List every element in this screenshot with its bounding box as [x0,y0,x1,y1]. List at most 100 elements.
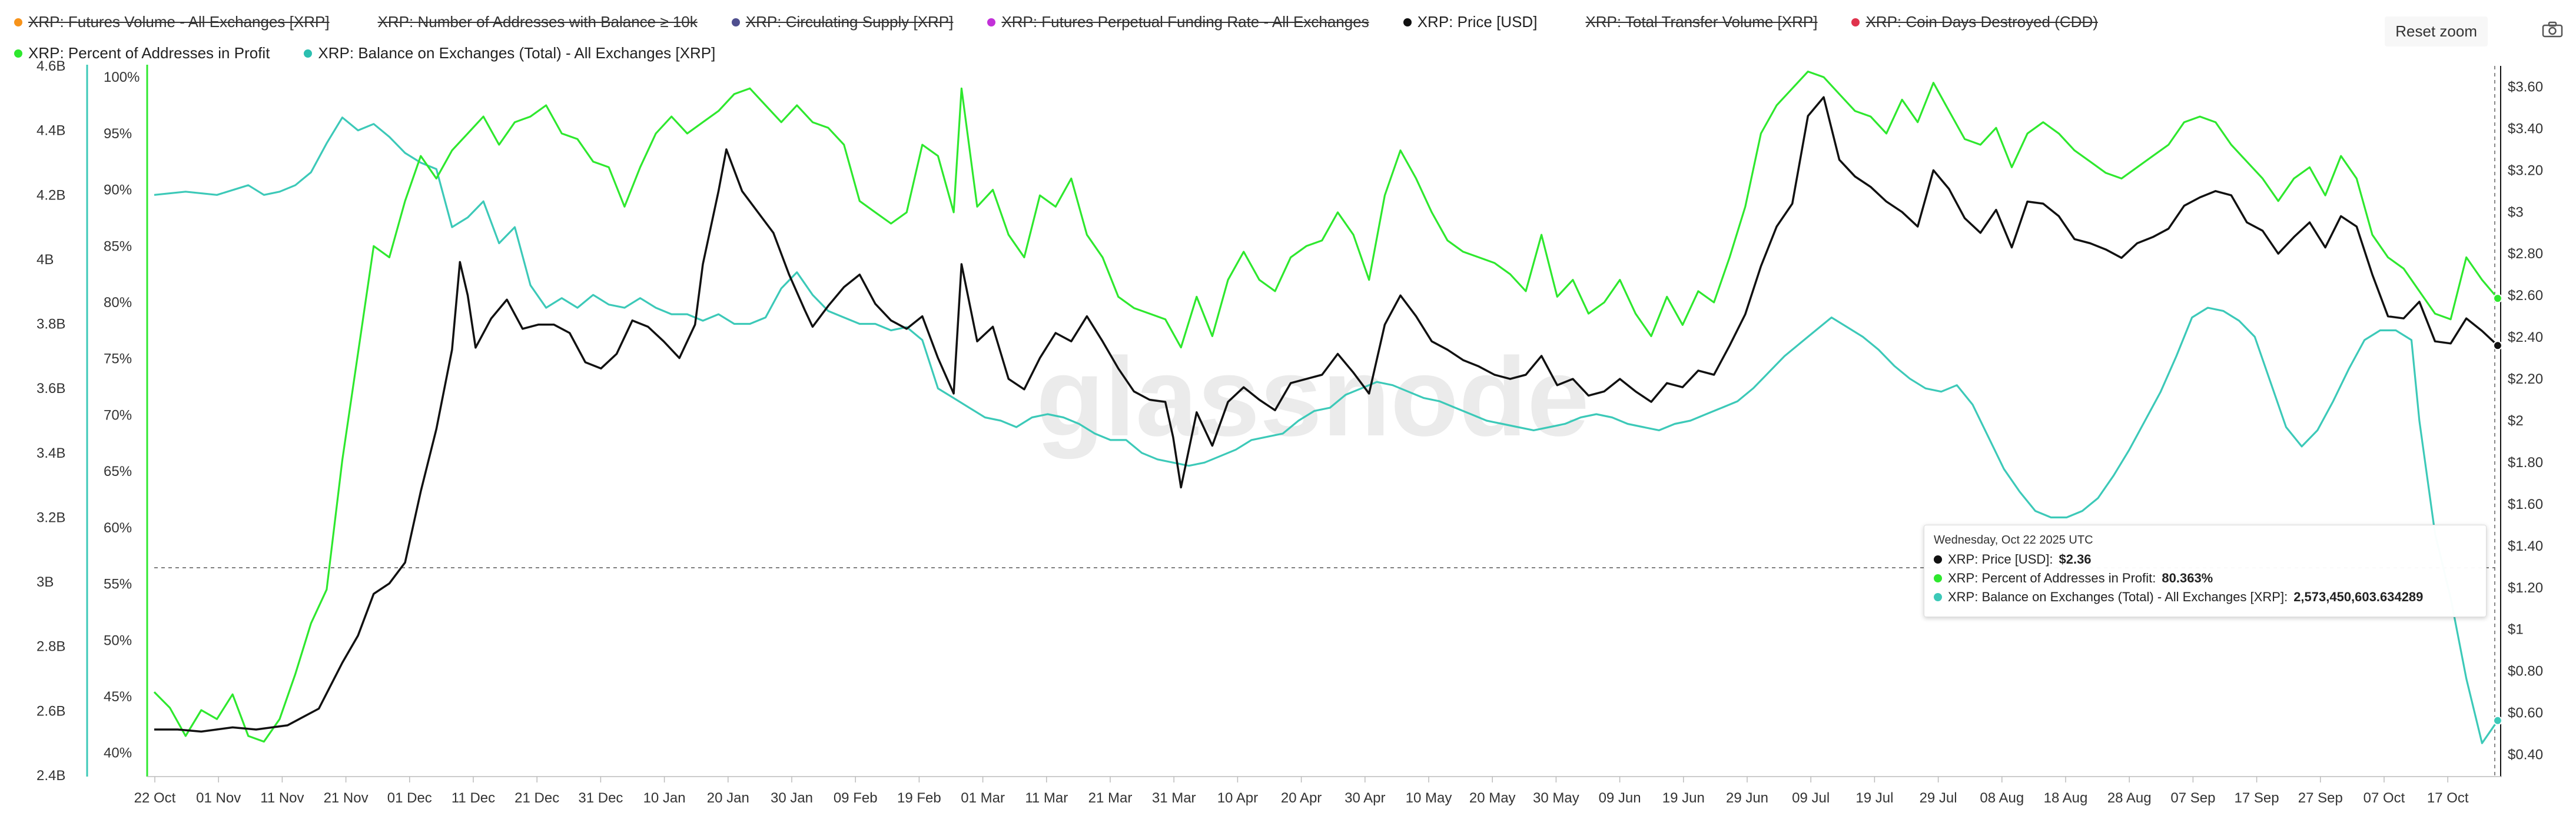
x-tick-label: 30 Apr [1345,790,1385,806]
series-marker-price [2493,341,2502,351]
x-tick-label: 09 Feb [834,790,878,806]
series-line-profit [153,70,2499,743]
price-tick-label: $3.40 [2508,121,2543,136]
x-tick-label: 19 Jun [1662,790,1705,806]
price-tick-label: $2 [2508,413,2524,429]
tooltip-row: XRP: Price [USD]: $2.36 [1934,552,2477,567]
legend-item[interactable]: XRP: Circulating Supply [XRP] [731,13,953,31]
watermark-logo: glassnode [1036,335,1589,459]
price-tick-label: $0.60 [2508,705,2543,721]
price-tick-label: $1.80 [2508,455,2543,471]
tooltip-row: XRP: Balance on Exchanges (Total) - All … [1934,589,2477,605]
tooltip-label: XRP: Price [USD]: [1948,552,2053,567]
x-tick-label: 18 Aug [2044,790,2088,806]
x-tick-label: 17 Sep [2235,790,2279,806]
balance-tick-label: 3.4B [36,445,65,461]
series-line-price [154,96,2499,733]
legend-label: XRP: Number of Addresses with Balance ≥ … [377,13,698,31]
series-line-balance [154,116,2499,744]
balance-tick-label: 4.2B [36,187,65,203]
profit-tick-label: 100% [104,69,140,85]
legend-item[interactable]: XRP: Total Transfer Volume [XRP] [1571,13,1817,31]
tooltip-marker [1934,593,1942,601]
tooltip-value: $2.36 [2059,552,2092,567]
x-tick-label: 20 May [1469,790,1516,806]
x-tick-label: 01 Mar [961,790,1005,806]
x-tick-label: 29 Jun [1726,790,1768,806]
x-tick-label: 27 Sep [2298,790,2343,806]
x-tick-label: 01 Nov [196,790,241,806]
legend-marker [304,49,313,58]
balance-tick-label: 3B [36,574,54,590]
legend-marker [731,18,740,26]
legend-marker [1403,18,1412,26]
x-tick-label: 21 Mar [1088,790,1133,806]
watermark-text: glassnode [1036,335,1589,459]
tooltip-label: XRP: Balance on Exchanges (Total) - All … [1948,589,2288,604]
legend-label: XRP: Balance on Exchanges (Total) - All … [318,44,716,62]
series-marker-balance [2493,715,2502,725]
price-tick-label: $1 [2508,622,2524,638]
legend-marker [1851,18,1860,26]
legend-label: XRP: Percent of Addresses in Profit [28,44,270,62]
legend-marker [363,18,372,26]
legend-item[interactable]: XRP: Percent of Addresses in Profit [14,44,270,62]
legend-item[interactable]: XRP: Futures Volume - All Exchanges [XRP… [14,13,330,31]
legend-marker [987,18,996,26]
price-tick-label: $0.40 [2508,747,2543,763]
legend-label: XRP: Futures Volume - All Exchanges [XRP… [28,13,330,31]
balance-tick-label: 4B [36,252,54,268]
x-tick-label: 07 Sep [2170,790,2215,806]
reset-zoom-button[interactable]: Reset zoom [2385,16,2488,46]
profit-tick-label: 60% [104,520,132,536]
price-tick-label: $1.40 [2508,538,2543,554]
legend-label: XRP: Total Transfer Volume [XRP] [1585,13,1818,31]
tooltip-label: XRP: Percent of Addresses in Profit: [1948,571,2156,585]
x-tick-label: 10 May [1406,790,1452,806]
tooltip-marker [1934,555,1942,564]
tooltip-date: Wednesday, Oct 22 2025 UTC [1934,534,2093,547]
legend-label: XRP: Coin Days Destroyed (CDD) [1865,13,2098,31]
price-tick-label: $0.80 [2508,664,2543,680]
tooltip-marker [1934,574,1942,582]
legend-marker [1571,18,1580,26]
x-tick-label: 30 May [1533,790,1579,806]
tooltip: Wednesday, Oct 22 2025 UTC XRP: Price [U… [1924,525,2487,617]
series-marker-profit [2493,294,2502,304]
legend-item[interactable]: XRP: Price [USD] [1403,13,1538,31]
legend-label: XRP: Price [USD] [1417,13,1538,31]
x-tick-label: 01 Dec [387,790,432,806]
profit-tick-label: 85% [104,238,132,254]
price-tick-label: $2.40 [2508,329,2543,345]
x-tick-label: 17 Oct [2427,790,2469,806]
profit-tick-label: 50% [104,632,132,648]
x-tick-label: 08 Aug [1980,790,2024,806]
x-tick-label: 11 Dec [452,790,495,806]
legend-item[interactable]: XRP: Balance on Exchanges (Total) - All … [304,44,715,62]
profit-tick-label: 45% [104,689,132,705]
balance-tick-label: 4.6B [36,58,65,74]
profit-tick-label: 80% [104,295,132,311]
x-tick-label: 07 Oct [2363,790,2405,806]
x-tick-label: 20 Apr [1281,790,1322,806]
x-tick-label: 10 Apr [1217,790,1258,806]
camera-icon[interactable] [2542,21,2563,38]
profit-tick-label: 65% [104,464,132,479]
legend-item[interactable]: XRP: Number of Addresses with Balance ≥ … [363,13,698,31]
x-tick-label: 09 Jul [1792,790,1830,806]
legend-marker [14,49,22,58]
x-tick-label: 29 Jul [1920,790,1957,806]
x-tick-label: 19 Jul [1855,790,1893,806]
legend-item[interactable]: XRP: Coin Days Destroyed (CDD) [1851,13,2098,31]
x-tick-label: 31 Mar [1152,790,1196,806]
price-tick-label: $3.60 [2508,79,2543,95]
chart-legend: XRP: Futures Volume - All Exchanges [XRP… [14,13,2386,62]
price-tick-label: $3 [2508,204,2524,220]
x-tick-label: 10 Jan [643,790,686,806]
price-tick-label: $1.60 [2508,497,2543,512]
x-tick-label: 19 Feb [897,790,941,806]
tooltip-row: XRP: Percent of Addresses in Profit: 80.3… [1934,571,2477,586]
legend-item[interactable]: XRP: Futures Perpetual Funding Rate - Al… [987,13,1369,31]
profit-tick-label: 75% [104,351,132,367]
